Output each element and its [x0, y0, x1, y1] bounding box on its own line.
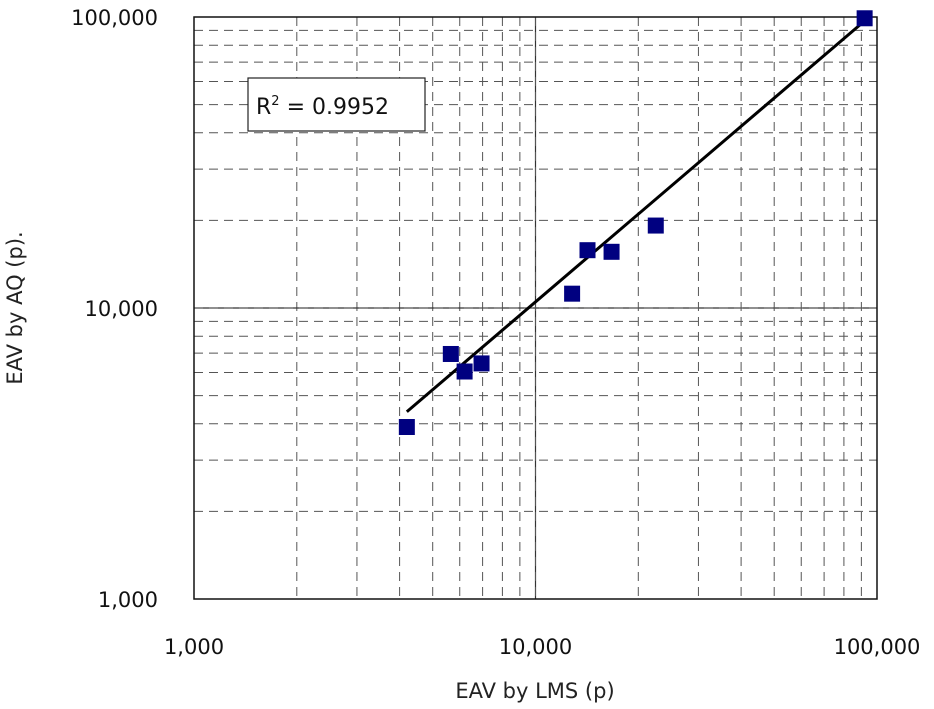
- data-point: [398, 419, 415, 436]
- y-tick-label: 1,000: [98, 588, 158, 612]
- r-squared-box: R2 = 0.9952: [247, 77, 426, 132]
- data-point: [856, 10, 873, 27]
- trendline-group: [405, 19, 866, 413]
- data-point: [456, 363, 473, 380]
- plot-area-border: [193, 16, 878, 600]
- data-points: [398, 10, 873, 436]
- r-squared-box-border: [247, 77, 426, 132]
- x-tick-label: 100,000: [834, 635, 921, 659]
- data-point: [647, 217, 664, 234]
- trendline: [405, 19, 866, 413]
- y-tick-label: 100,000: [71, 6, 158, 30]
- data-point: [442, 345, 459, 362]
- r-squared-label: R2 = 0.9952: [256, 94, 389, 120]
- data-point: [564, 285, 581, 302]
- x-axis-title: EAV by LMS (p): [455, 679, 614, 703]
- data-point: [473, 355, 490, 372]
- data-point: [579, 242, 596, 259]
- y-tick-label: 10,000: [85, 297, 158, 321]
- y-axis-title: EAV by AQ (p).: [3, 231, 27, 384]
- data-point: [603, 243, 620, 260]
- x-tick-label: 1,000: [164, 635, 224, 659]
- tick-labels: 1,000 10,000 100,000 1,000 10,000 100,000: [71, 6, 920, 659]
- x-tick-label: 10,000: [499, 635, 572, 659]
